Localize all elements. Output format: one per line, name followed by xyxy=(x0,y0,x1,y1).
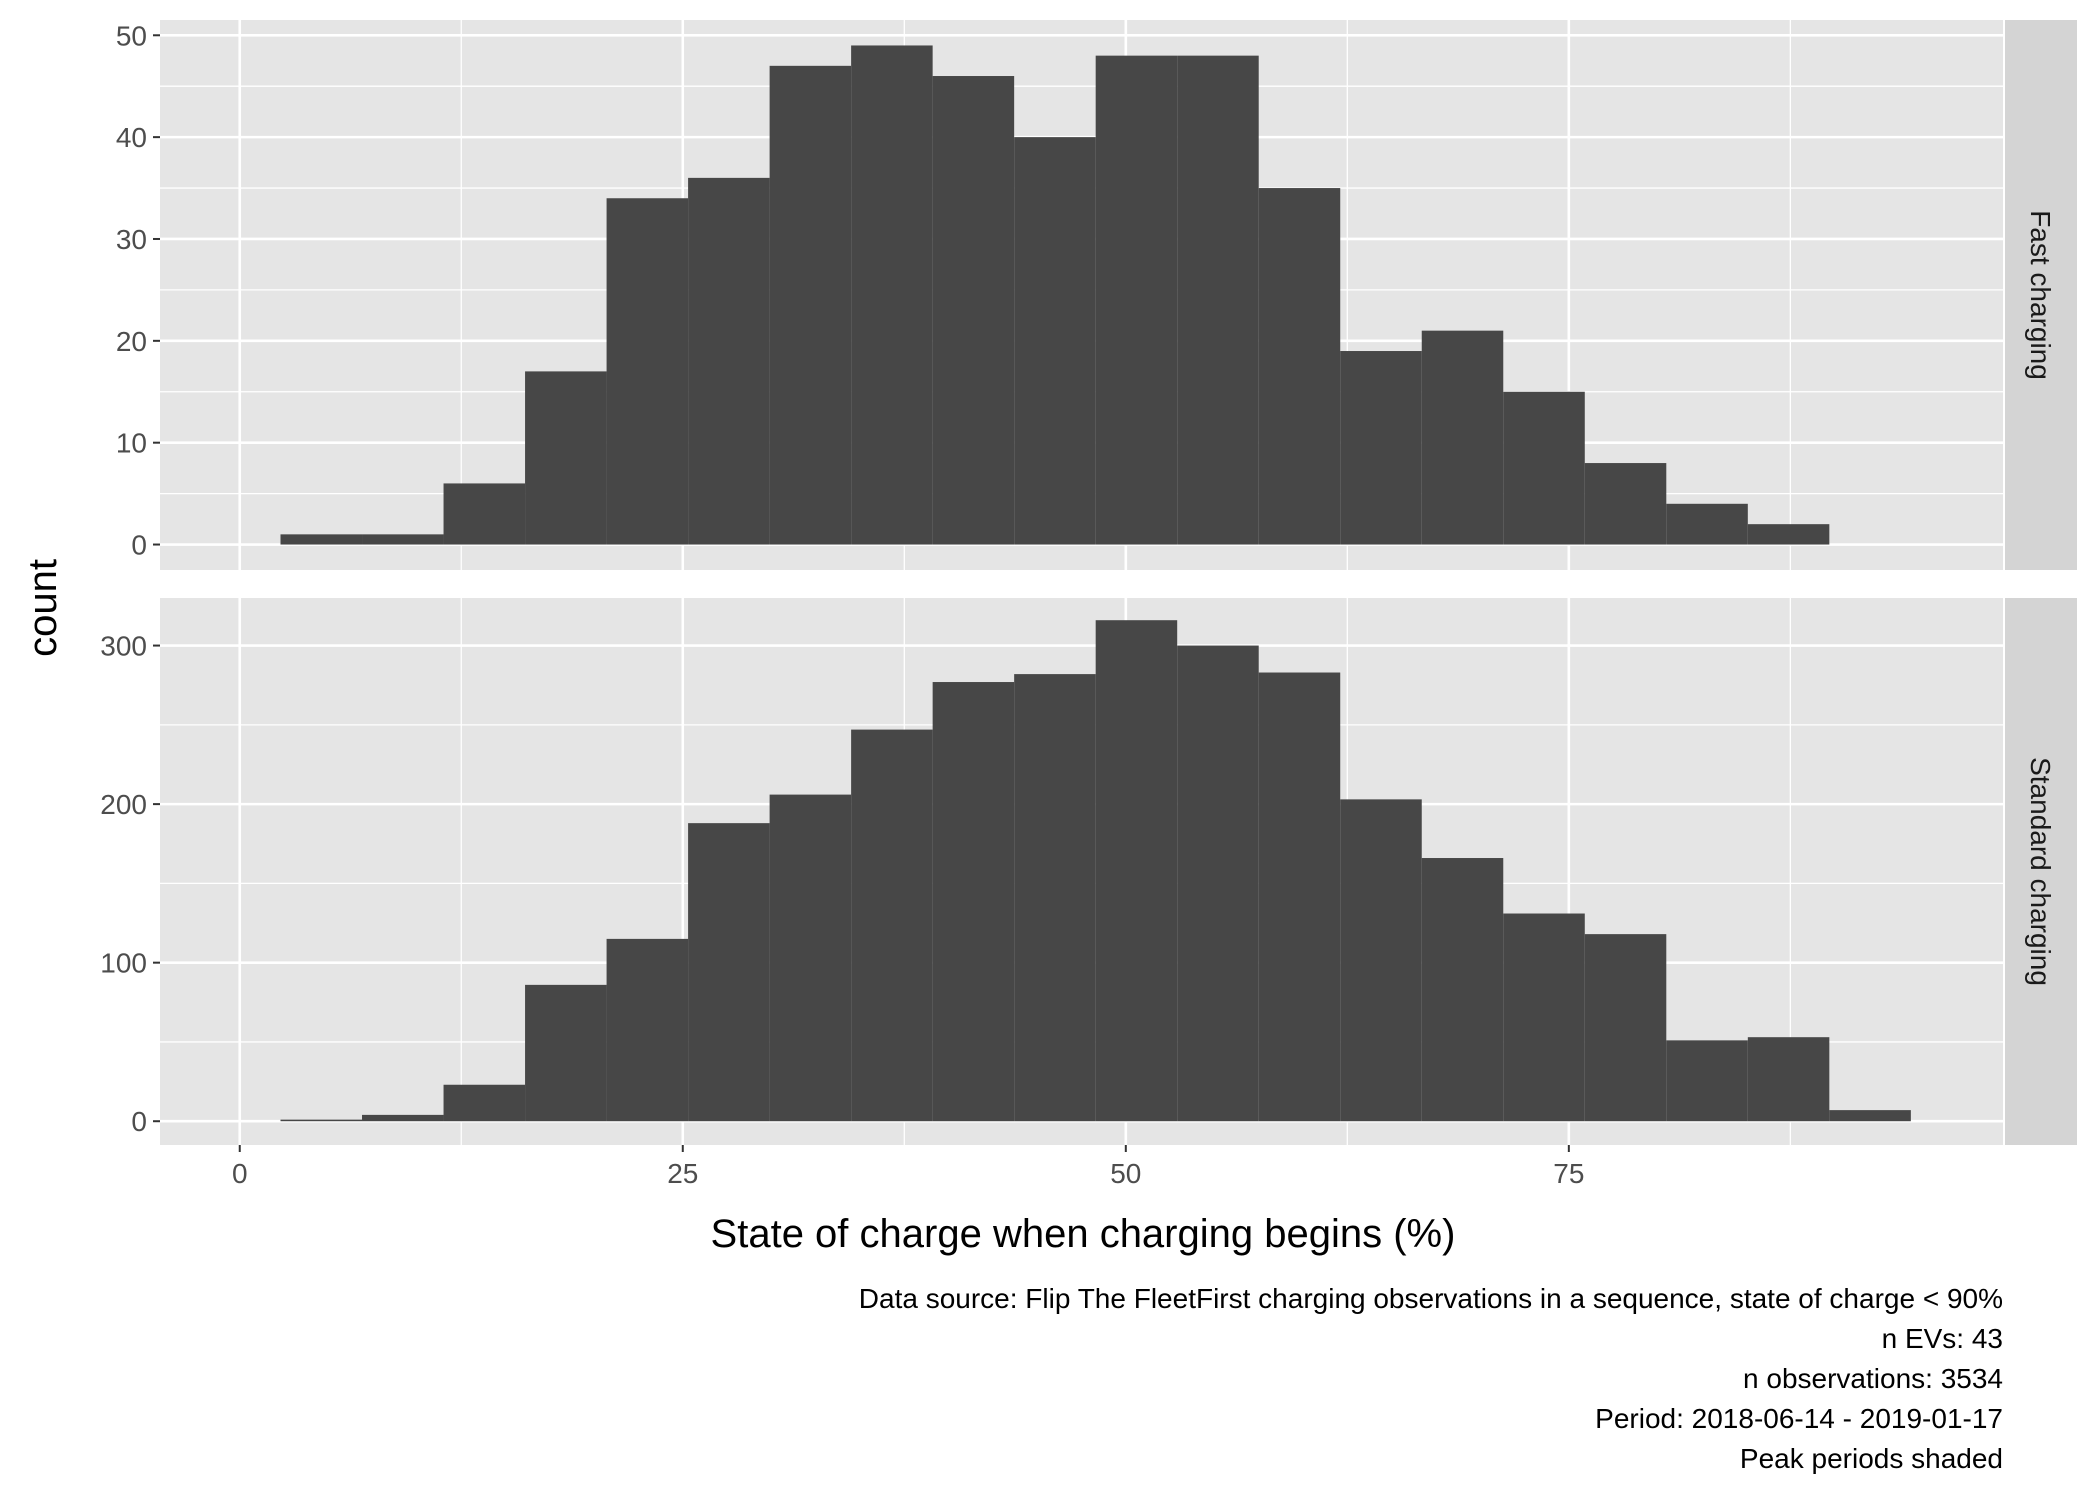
histogram-bar xyxy=(932,76,1015,545)
histogram-bar xyxy=(851,729,933,1122)
histogram-bar xyxy=(1421,330,1504,545)
histogram-bar xyxy=(525,984,607,1122)
caption-line-source: Data source: Flip The FleetFirst chargin… xyxy=(859,1283,2003,1314)
histogram-bar xyxy=(1258,188,1341,545)
histogram-bar xyxy=(1095,55,1178,545)
histogram-bar xyxy=(443,1084,526,1122)
caption-line-period: Period: 2018-06-14 - 2019-01-17 xyxy=(1595,1403,2003,1434)
facet-strip-label: Fast charging xyxy=(2025,210,2056,380)
histogram-bar xyxy=(362,1114,444,1122)
histogram-bar xyxy=(280,534,363,545)
histogram-bar xyxy=(443,483,526,545)
facet-standard-charging: 0 100 200 300 Standard charging 0 25 50 75 xyxy=(100,598,2077,1189)
histogram-bar xyxy=(606,198,689,545)
x-tick-label: 50 xyxy=(1110,1158,1141,1189)
facet-strip xyxy=(2005,20,2077,570)
histogram-bar xyxy=(525,371,607,545)
histogram-bar xyxy=(1177,55,1259,545)
y-axis-title: count xyxy=(21,559,65,657)
histogram-bar xyxy=(1829,1110,1911,1122)
histogram-bar xyxy=(1503,913,1585,1122)
caption-line-n-evs: n EVs: 43 xyxy=(1882,1323,2003,1354)
caption-line-n-observations: n observations: 3534 xyxy=(1743,1363,2003,1394)
y-tick-label: 30 xyxy=(116,224,147,255)
histogram-bar xyxy=(1503,391,1585,545)
facet-strip xyxy=(2005,598,2077,1145)
histogram-bar xyxy=(932,682,1015,1122)
histogram-bar xyxy=(688,177,770,545)
histogram-bar xyxy=(1340,351,1422,545)
histogram-bar xyxy=(1095,620,1178,1122)
x-tick-label: 0 xyxy=(232,1158,248,1189)
y-tick-label: 50 xyxy=(116,20,147,51)
y-tick-label: 0 xyxy=(131,1106,147,1137)
histogram-bar xyxy=(1584,463,1667,545)
x-tick-label: 25 xyxy=(667,1158,698,1189)
histogram-bar xyxy=(1666,503,1748,545)
x-tick-label: 75 xyxy=(1553,1158,1584,1189)
y-tick-label: 100 xyxy=(100,948,147,979)
histogram-bar xyxy=(1340,799,1422,1122)
histogram-bar xyxy=(1421,858,1504,1122)
histogram-bar xyxy=(769,65,852,545)
histogram-bar xyxy=(688,823,770,1122)
y-tick-label: 20 xyxy=(116,326,147,357)
histogram-bar xyxy=(280,1119,363,1122)
histogram-bar xyxy=(1258,672,1341,1122)
y-tick-label: 0 xyxy=(131,530,147,561)
histogram-bar xyxy=(1747,1037,1830,1122)
histogram-bar xyxy=(1747,524,1830,545)
y-tick-label: 300 xyxy=(100,631,147,662)
histogram-bar xyxy=(1177,645,1259,1122)
histogram-bar xyxy=(769,794,852,1122)
facet-strip-label: Standard charging xyxy=(2025,757,2056,986)
histogram-bar xyxy=(1014,674,1096,1122)
histogram-bar xyxy=(362,534,444,545)
facet-fast-charging: 0 10 20 30 40 50 Fast charging xyxy=(116,20,2077,570)
histogram-bar xyxy=(1666,1040,1748,1122)
y-tick-label: 40 xyxy=(116,122,147,153)
caption-line-shading-note: Peak periods shaded xyxy=(1740,1443,2003,1474)
histogram-bar xyxy=(606,938,689,1122)
y-tick-label: 10 xyxy=(116,428,147,459)
y-tick-label: 200 xyxy=(100,789,147,820)
histogram-bar xyxy=(851,45,933,545)
caption: Data source: Flip The FleetFirst chargin… xyxy=(859,1283,2003,1474)
panels-layer: 0 10 20 30 40 50 Fast charging 0 100 200 300 Standa… xyxy=(100,20,2077,1189)
histogram-bar xyxy=(1584,934,1667,1122)
x-axis-title: State of charge when charging begins (%) xyxy=(711,1212,1456,1256)
histogram-bar xyxy=(1014,137,1096,545)
